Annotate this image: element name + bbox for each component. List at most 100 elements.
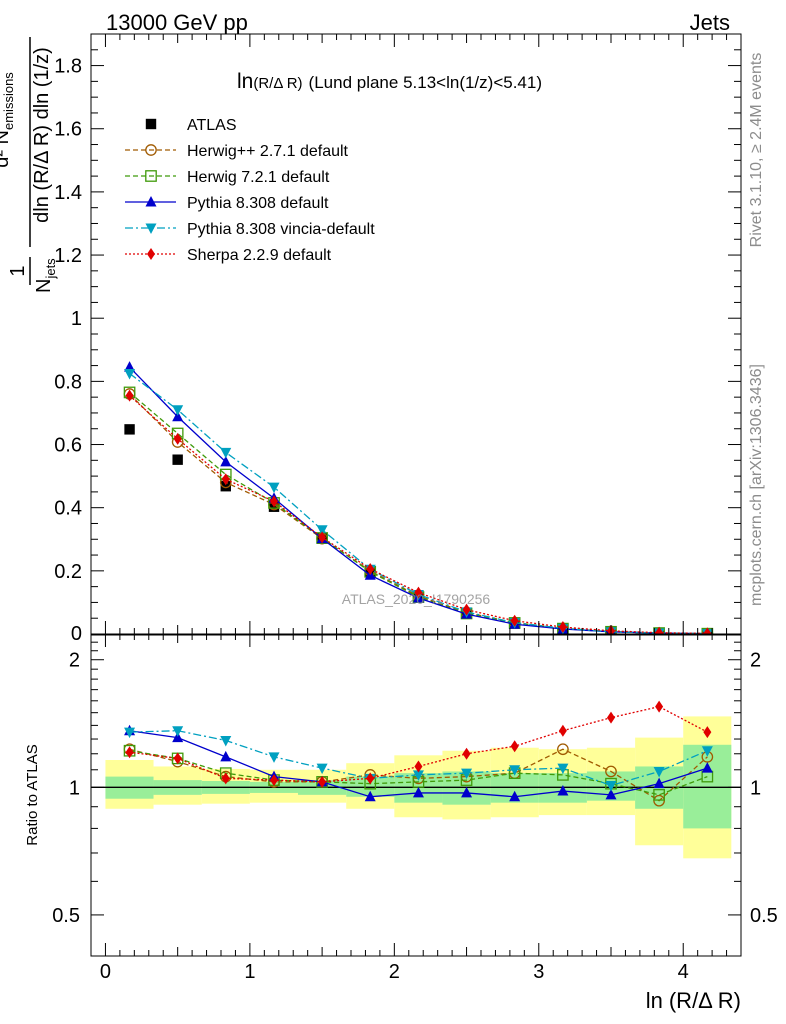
- plot-title-ln: ln: [237, 70, 253, 93]
- plot-title-var: (R/Δ R): [253, 75, 302, 92]
- main-panel: 0.2 0.4 0.6 0.8 1 1.2 1.4 1.6 1.8 0 ATLAS_2020_I1…: [0, 33, 742, 645]
- ratio-y-tick-label: 2: [69, 650, 80, 672]
- legend-marker: [145, 118, 157, 130]
- y-tick-label: 1.2: [54, 245, 82, 267]
- x-axis-label-ln: ln: [646, 988, 663, 1013]
- data-point: [172, 410, 184, 422]
- ratio-point: [461, 786, 473, 798]
- ratio-point: [124, 727, 136, 739]
- x-tick-label: 3: [533, 961, 544, 983]
- data-point: [125, 389, 134, 402]
- main-y-axis-label: 1 Njets d² Nemissions dln (R/Δ R) dln (1…: [0, 37, 58, 293]
- ratio-point: [701, 762, 713, 773]
- ratio-point: [653, 766, 665, 778]
- data-point: [268, 482, 280, 494]
- legend-entry-label: Herwig 7.2.1 default: [187, 169, 330, 186]
- ratio-point: [701, 746, 713, 757]
- ratio-point: [605, 788, 617, 800]
- ratio-point: [510, 740, 519, 753]
- ylabel-jets-sub: jets: [43, 258, 58, 280]
- data-point: [173, 432, 182, 445]
- ratio-point: [558, 724, 567, 737]
- legend-entry-label: Sherpa 2.2.9 default: [187, 247, 332, 264]
- y-tick-label: 1.8: [54, 56, 82, 78]
- ratio-point: [173, 752, 182, 765]
- legend-entry-label: Herwig++ 2.7.1 default: [187, 143, 349, 160]
- x-tick-label: 2: [389, 961, 400, 983]
- ratio-point: [557, 785, 569, 796]
- y-tick-label: 0.2: [54, 561, 82, 583]
- ratio-point: [509, 765, 521, 776]
- ratio-point: [655, 700, 664, 713]
- header-jets-label: Jets: [690, 10, 730, 35]
- legend-marker: [145, 144, 157, 156]
- ratio-point: [414, 760, 423, 773]
- ratio-point: [172, 726, 184, 737]
- ratio-point: [220, 735, 232, 747]
- ratio-point: [221, 772, 230, 785]
- legend-entry-label: ATLAS: [187, 117, 237, 134]
- legend: ATLAS Herwig++ 2.7.1 default Herwig 7.2.1 …: [125, 117, 375, 264]
- data-point: [703, 627, 712, 635]
- x-tick-label: 1: [244, 961, 255, 983]
- ratio-point: [364, 790, 376, 802]
- data-point: [462, 603, 471, 616]
- data-point: [316, 525, 328, 536]
- plot-title-rest: (Lund plane 5.13<ln(1/z)<5.41): [309, 73, 542, 92]
- ylabel-d2n: d² Nemissions: [0, 72, 16, 168]
- ratio-panel: 0.5 0.5 1 1 2 2 0 1 2 3 4 Ratio to ATLAS ln (R/Δ R…: [24, 633, 778, 1013]
- y-tick-label: 0.4: [54, 498, 82, 520]
- ratio-point: [412, 770, 424, 781]
- x-axis-label: ln (R/Δ R): [646, 988, 741, 1013]
- ratio-point: [509, 790, 521, 802]
- data-point: [124, 424, 135, 435]
- x-axis-label-var: (R/Δ R): [669, 988, 741, 1013]
- data-point: [172, 405, 184, 416]
- data-point: [220, 481, 231, 492]
- ratio-y-tick-label: 0.5: [52, 905, 80, 927]
- analysis-watermark: ATLAS_2020_I1790256: [342, 591, 491, 607]
- data-point: [510, 614, 519, 627]
- header-process-label: 13000 GeV pp: [106, 10, 248, 35]
- y-tick-label: 1.6: [54, 119, 82, 141]
- ratio-point: [220, 750, 232, 762]
- data-point: [414, 586, 423, 599]
- ylabel-n-jets: N: [33, 279, 55, 293]
- data-point: [220, 447, 232, 459]
- data-point: [366, 562, 375, 575]
- legend-entry-label: Pythia 8.308 default: [187, 195, 329, 212]
- plot-title: ln(R/Δ R) (Lund plane 5.13<ln(1/z)<5.41): [237, 70, 542, 93]
- legend-entry-label: Pythia 8.308 vincia-default: [187, 221, 375, 238]
- ratio-point: [557, 743, 569, 756]
- ratio-point: [607, 711, 615, 724]
- ylabel-emissions-sub: emissions: [1, 72, 16, 130]
- y-tick-label: 1.4: [54, 182, 82, 204]
- ratio-point: [605, 765, 617, 778]
- ratio-y-tick-label: 1: [69, 777, 80, 799]
- ratio-point: [703, 726, 712, 739]
- legend-marker: [145, 196, 157, 207]
- ratio-y-axis-label: Ratio to ATLAS: [24, 744, 41, 845]
- y-tick-label-zero: 0: [71, 623, 82, 645]
- uncertainty-band-stat: [683, 744, 732, 829]
- ratio-point: [461, 768, 473, 780]
- data-point: [124, 368, 136, 380]
- y-tick-label: 0.6: [54, 435, 82, 457]
- ratio-point: [653, 777, 665, 789]
- data-point: [558, 621, 567, 634]
- ratio-point: [557, 763, 569, 775]
- ylabel-den-rest: dln (R/Δ R) dln (1/z): [31, 47, 53, 223]
- ylabel-numerator-one: 1: [7, 265, 29, 276]
- data-point: [172, 454, 183, 465]
- ratio-point: [653, 788, 665, 801]
- ratio-point: [270, 774, 279, 787]
- data-point: [220, 455, 232, 467]
- ratio-y-tick-label-right: 2: [750, 650, 761, 672]
- data-point: [270, 495, 279, 508]
- ratio-point: [268, 752, 280, 763]
- legend-marker: [145, 170, 157, 182]
- ratio-point: [172, 731, 184, 743]
- ratio-panel-frame: [90, 633, 742, 957]
- ratio-point: [412, 786, 424, 798]
